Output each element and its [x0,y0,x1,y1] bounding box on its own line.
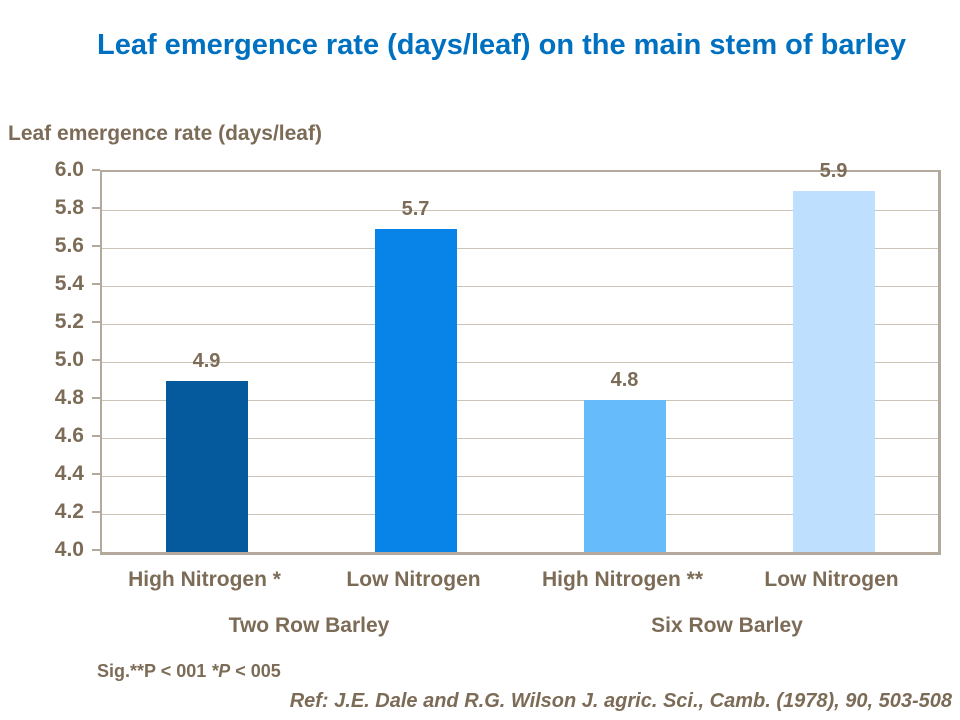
gridline [102,362,938,363]
y-tick-mark [92,207,100,209]
bar-value-label: 4.9 [192,350,221,372]
gridline [102,514,938,515]
gridline [102,286,938,287]
bar-slot: 5.7 [311,172,520,552]
gridline [102,438,938,439]
gridline [102,324,938,325]
significance-note-prefix: Sig.**P < 001 [97,661,212,681]
y-tick-label: 5.4 [54,272,84,295]
y-tick-mark [92,321,100,323]
y-tick-mark [92,245,100,247]
y-tick-label: 6.0 [54,158,84,181]
bar-low-nitrogen [374,229,457,552]
x-axis-group-labels: Two Row Barley Six Row Barley [100,614,941,642]
y-tick-label: 4.0 [54,538,84,561]
bar-low-nitrogen [792,191,875,552]
gridline [102,476,938,477]
y-tick-label: 4.2 [54,500,84,523]
y-tick-mark [92,435,100,437]
y-tick-mark [92,397,100,399]
category-label: Low Nitrogen [764,568,899,591]
y-tick-label: 5.6 [54,234,84,257]
y-tick-label: 5.8 [54,196,84,219]
category-label: Low Nitrogen [346,568,481,591]
category-label: High Nitrogen * [128,568,281,591]
y-tick-label: 4.8 [54,386,84,409]
gridline [102,210,938,211]
bar-high-nitrogen [165,381,248,552]
reference-citation: Ref: J.E. Dale and R.G. Wilson J. agric.… [289,690,952,712]
gridline [102,400,938,401]
slide-title: Leaf emergence rate (days/leaf) on the m… [97,29,907,61]
category-label: High Nitrogen ** [542,568,703,591]
y-tick-mark [92,169,100,171]
plot-area: 4.9 5.7 4.8 5.9 [100,160,941,555]
significance-note: Sig.**P < 001 *P < 005 [97,661,281,682]
bar-value-label: 5.9 [819,160,848,182]
bar-slot: 4.9 [102,172,311,552]
y-tick-mark [92,473,100,475]
y-axis-title: Leaf emergence rate (days/leaf) [8,122,322,145]
gridline [102,248,938,249]
significance-note-italic: *P [211,661,231,681]
y-tick-label: 4.6 [54,424,84,447]
bar-value-label: 5.7 [401,198,430,220]
y-axis: 6.0 5.8 5.6 5.4 5.2 5.0 4.8 4.6 4.4 4.2 4.0 [0,158,100,561]
y-tick-mark [92,511,100,513]
group-label: Six Row Barley [651,614,803,637]
bar-high-nitrogen [583,400,666,552]
bar-slot: 5.9 [729,160,938,552]
x-axis-category-labels: High Nitrogen * Low Nitrogen High Nitrogen… [100,568,941,596]
group-label: Two Row Barley [228,614,390,637]
y-tick-label: 5.2 [54,310,84,333]
y-tick-label: 4.4 [54,462,84,485]
bar-value-label: 4.8 [610,369,639,391]
y-tick-mark [92,283,100,285]
y-tick-mark [92,359,100,361]
bar-slot: 4.8 [520,172,729,552]
y-tick-label: 5.0 [54,348,84,371]
significance-note-suffix: < 005 [230,661,281,681]
y-tick-mark [92,549,100,551]
